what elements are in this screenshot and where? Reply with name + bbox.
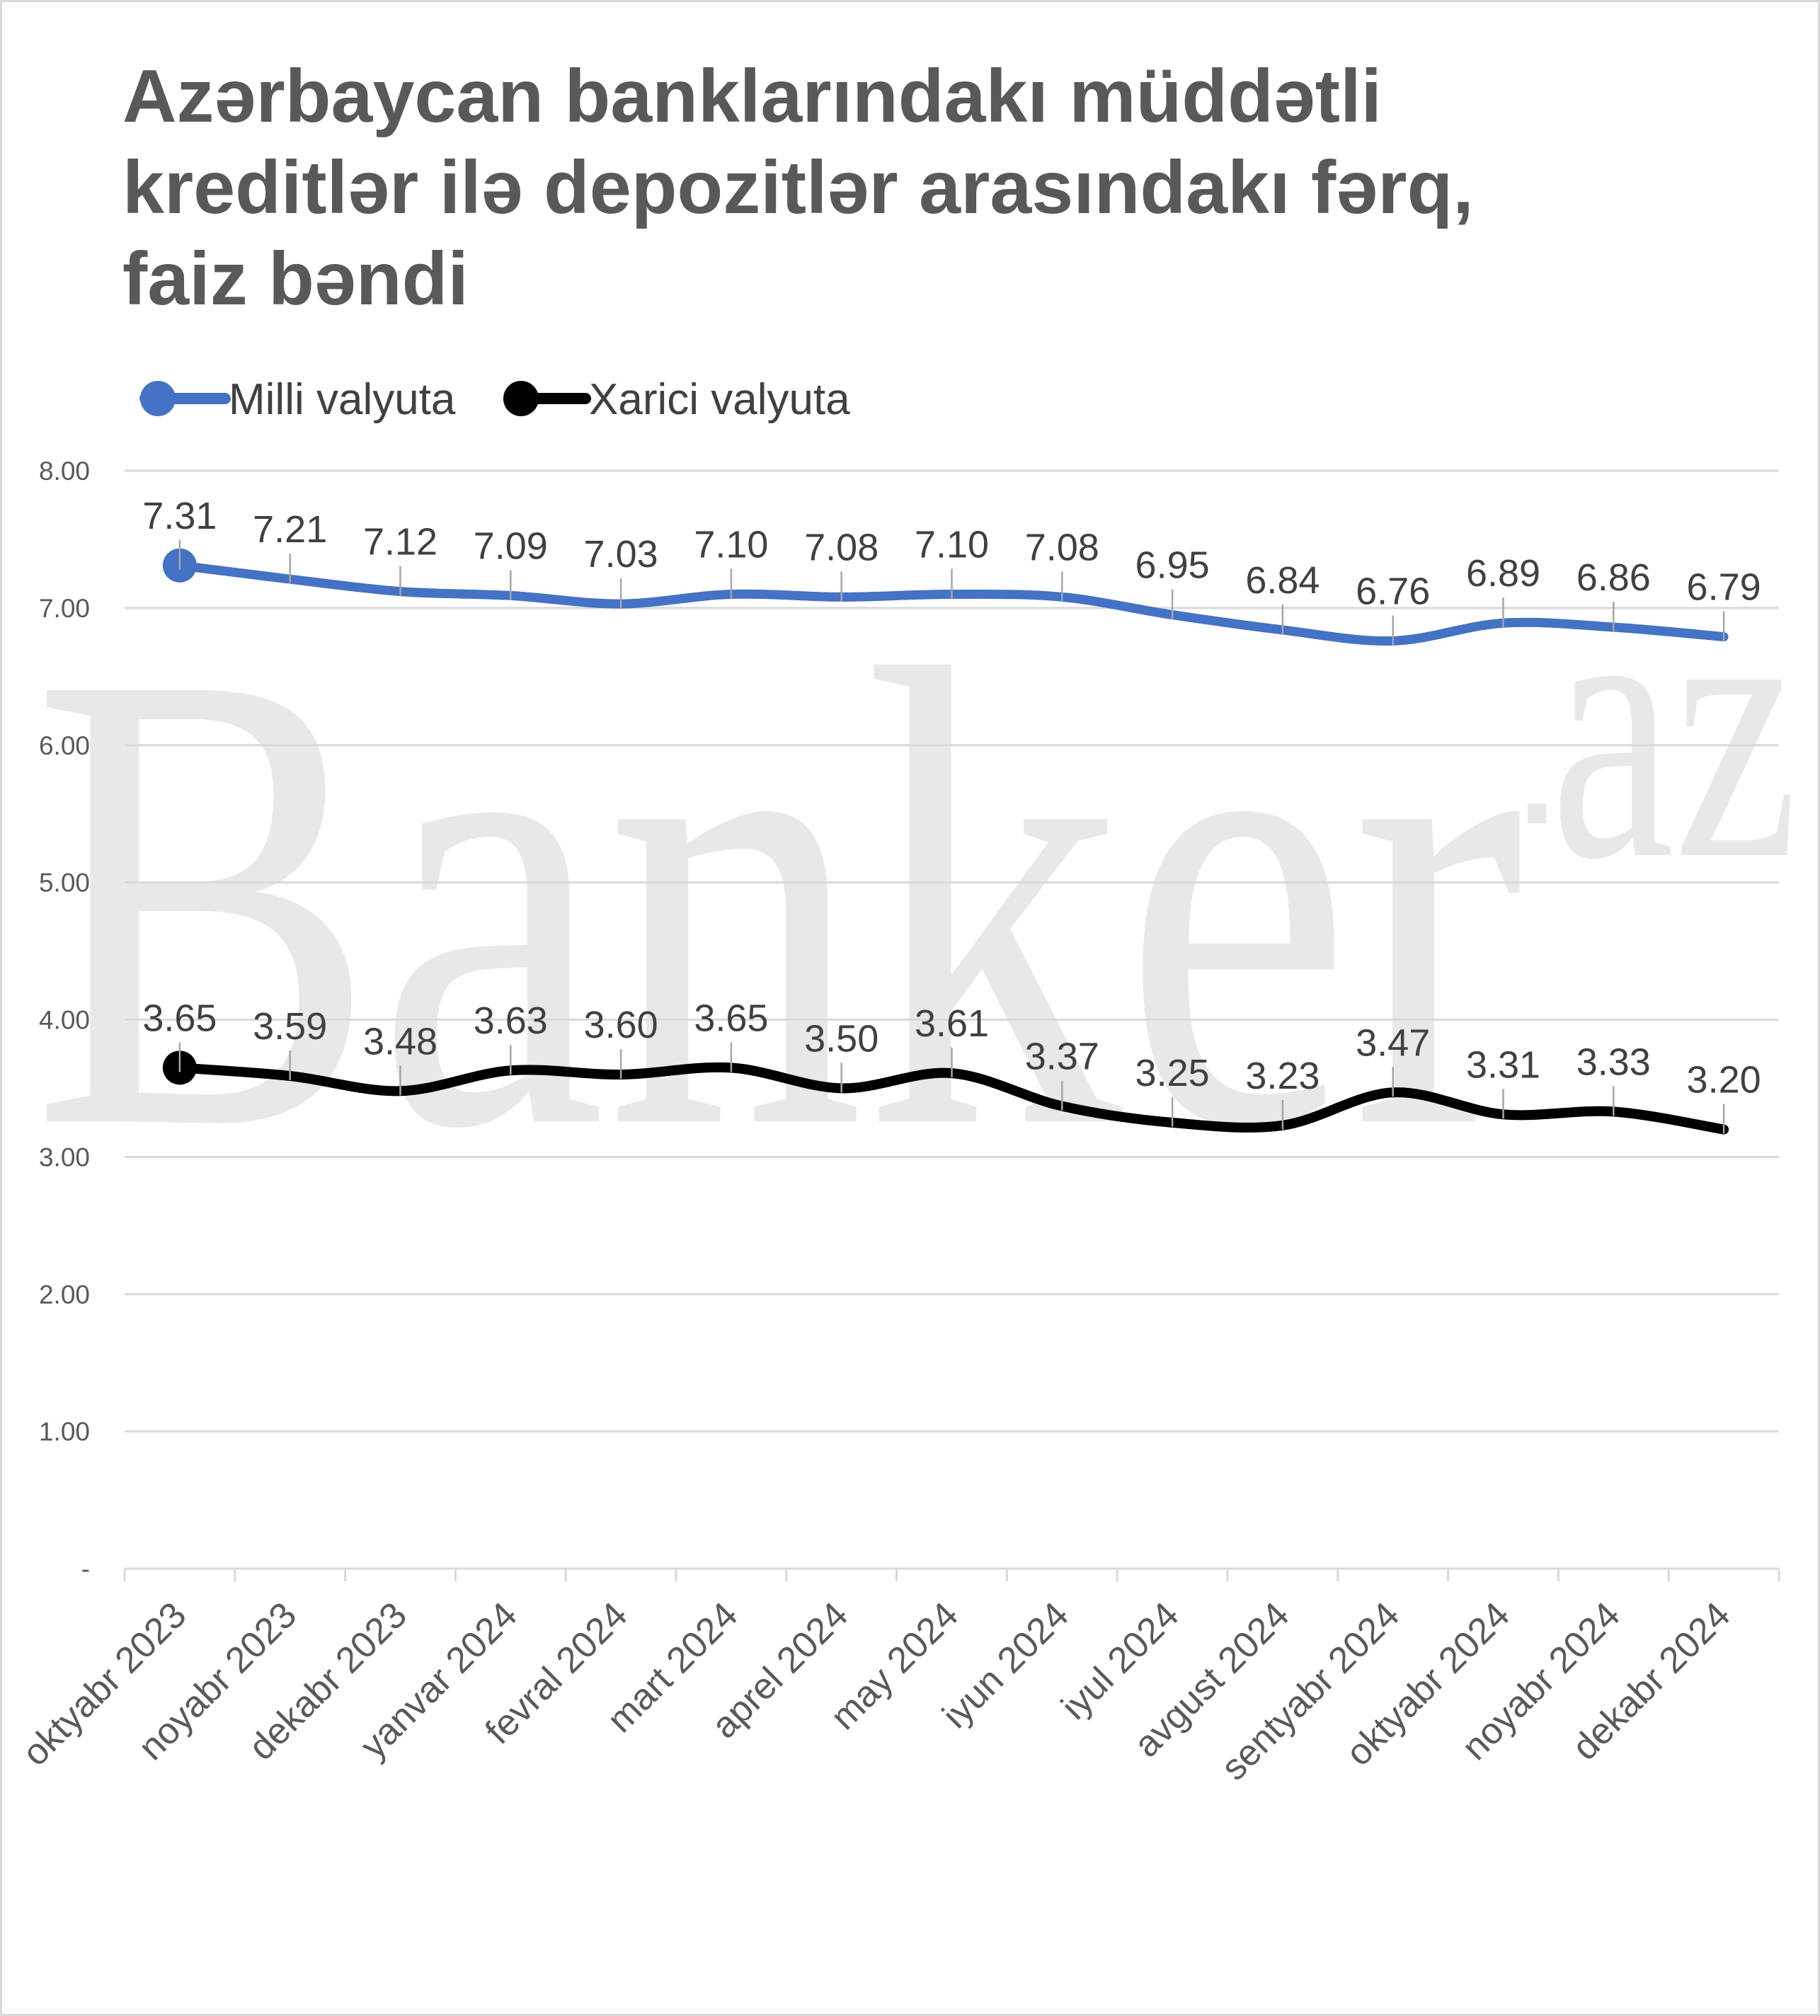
- data-label-xarici-valyuta-9: 3.25: [1135, 1052, 1210, 1094]
- data-label-xarici-valyuta-6: 3.50: [804, 1017, 878, 1060]
- watermark-dot: [1528, 803, 1546, 823]
- y-tick-label-0: -: [81, 1554, 90, 1583]
- data-label-milli-valyuta-11: 6.76: [1356, 570, 1430, 612]
- data-label-milli-valyuta-0: 7.31: [142, 495, 217, 537]
- y-tick-label-3: 3.00: [39, 1142, 90, 1172]
- y-axis: - 1.00 2.00 3.00 4.00 5.00 6.00 7.00 8.00: [39, 457, 90, 1583]
- data-label-milli-valyuta-1: 7.21: [253, 508, 327, 551]
- data-label-xarici-valyuta-0: 3.65: [142, 997, 217, 1039]
- data-label-xarici-valyuta-4: 3.60: [584, 1004, 658, 1046]
- legend-item-milli-valyuta: Milli valyuta: [139, 375, 456, 424]
- watermark-suffix: az: [1550, 515, 1798, 938]
- legend-marker-milli-valyuta: [140, 381, 176, 416]
- y-tick-label-7: 7.00: [39, 594, 90, 623]
- y-tick-label-4: 4.00: [39, 1006, 90, 1035]
- legend-label-milli-valyuta: Milli valyuta: [229, 375, 456, 424]
- y-tick-label-2: 2.00: [39, 1280, 90, 1309]
- legend: Milli valyuta Xarici valyuta: [139, 375, 850, 424]
- data-label-milli-valyuta-12: 6.89: [1466, 552, 1540, 595]
- data-label-xarici-valyuta-11: 3.47: [1356, 1021, 1430, 1064]
- data-labels: 7.31 7.21 7.12 7.09 7.03 7.10 7.08 7.10 7.08 6.95…: [142, 495, 1761, 1101]
- data-label-milli-valyuta-5: 7.10: [694, 523, 768, 566]
- chart-title: Azərbaycan banklarındakı müddətli kredit…: [122, 55, 1474, 321]
- data-label-milli-valyuta-3: 7.09: [474, 525, 548, 567]
- y-tick-label-6: 6.00: [39, 731, 90, 760]
- data-label-xarici-valyuta-7: 3.61: [915, 1002, 989, 1045]
- legend-label-xarici-valyuta: Xarici valyuta: [589, 375, 850, 424]
- data-label-milli-valyuta-4: 7.03: [584, 533, 658, 575]
- data-label-milli-valyuta-7: 7.10: [915, 523, 989, 566]
- data-label-xarici-valyuta-5: 3.65: [694, 997, 768, 1039]
- data-label-xarici-valyuta-1: 3.59: [253, 1005, 327, 1048]
- data-label-milli-valyuta-9: 6.95: [1135, 544, 1210, 587]
- leader-lines: [178, 539, 1725, 1134]
- watermark-text: Banker: [32, 535, 1524, 1264]
- data-label-milli-valyuta-6: 7.08: [804, 526, 878, 568]
- data-label-xarici-valyuta-14: 3.20: [1687, 1059, 1761, 1101]
- data-label-milli-valyuta-10: 6.84: [1245, 559, 1320, 602]
- legend-marker-xarici-valyuta: [503, 381, 539, 416]
- y-tick-label-8: 8.00: [39, 457, 90, 486]
- legend-item-xarici-valyuta: Xarici valyuta: [503, 375, 850, 424]
- gridlines: [125, 469, 1779, 1433]
- data-label-xarici-valyuta-2: 3.48: [363, 1020, 437, 1063]
- y-tick-label-5: 5.00: [39, 869, 90, 898]
- watermark-logo: Banker az: [32, 515, 1798, 1264]
- data-label-xarici-valyuta-13: 3.33: [1576, 1041, 1651, 1083]
- data-label-xarici-valyuta-12: 3.31: [1466, 1043, 1540, 1086]
- data-label-xarici-valyuta-8: 3.37: [1025, 1036, 1099, 1078]
- data-label-milli-valyuta-13: 6.86: [1576, 556, 1651, 599]
- data-label-milli-valyuta-8: 7.08: [1025, 526, 1099, 568]
- data-label-xarici-valyuta-3: 3.63: [474, 1000, 548, 1042]
- data-label-xarici-valyuta-10: 3.23: [1245, 1055, 1320, 1097]
- data-label-milli-valyuta-14: 6.79: [1687, 566, 1761, 609]
- data-label-milli-valyuta-2: 7.12: [363, 521, 437, 563]
- y-tick-label-1: 1.00: [39, 1417, 90, 1446]
